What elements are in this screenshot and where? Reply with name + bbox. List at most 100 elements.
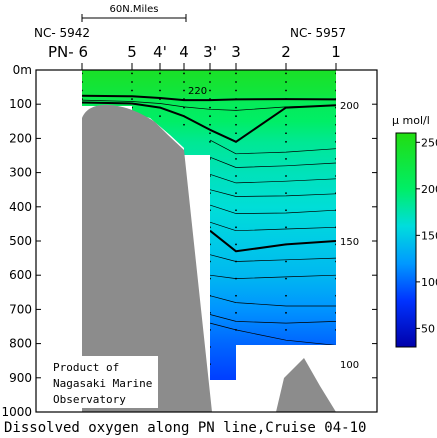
contour-line-13 (209, 314, 336, 324)
station-label-6: 2 (281, 43, 291, 61)
y-tick-label-7: 700 (9, 302, 32, 316)
producer-note-line-1: Product of (53, 361, 119, 374)
y-tick-label-2: 200 (9, 131, 32, 145)
sample-point (183, 106, 185, 109)
sample-point (235, 72, 237, 75)
producer-note-line-2: Nagasaki Marine (53, 377, 152, 390)
producer-note: Product of Nagasaki Marine Observatory (46, 356, 158, 408)
contour-line-14 (209, 322, 336, 346)
sample-point (335, 226, 336, 229)
sample-point (209, 89, 211, 92)
sample-point (159, 89, 161, 92)
sample-point (335, 81, 336, 83)
colorbar-tick-label-3: 200 (421, 183, 437, 196)
colorbar: μ mol/l 50 100 150 200 250 (392, 114, 437, 348)
station-label-7: 1 (331, 43, 341, 61)
sample-point (82, 72, 83, 75)
sample-point (335, 115, 336, 118)
contour-label-220: 220 (188, 86, 207, 97)
y-tick-label-5: 500 (9, 234, 32, 248)
sample-point (335, 294, 336, 297)
contour-line-10 (209, 254, 336, 262)
sample-point (235, 311, 237, 314)
y-tick-label-6: 600 (9, 268, 32, 282)
sample-point (183, 81, 185, 83)
sample-point (82, 98, 83, 100)
sample-point (235, 115, 237, 118)
chart-title: Dissolved oxygen along PN line,Cruise 04… (4, 420, 366, 436)
sample-point (335, 98, 336, 100)
sample-point (335, 106, 336, 109)
sample-point (285, 140, 287, 143)
sample-point (285, 277, 287, 280)
sample-point (335, 311, 336, 314)
sample-point (335, 209, 336, 212)
sample-point (235, 294, 237, 297)
sample-point (335, 158, 336, 160)
sample-point (235, 277, 237, 280)
sample-points (82, 72, 336, 400)
sample-point (335, 140, 336, 143)
contour-label-100: 100 (340, 360, 359, 371)
sample-point (235, 209, 237, 212)
contour-line-4 (209, 156, 336, 168)
station-axis: PN- 6 5 4' 4 3' 3 2 1 (48, 43, 341, 70)
producer-note-box (46, 356, 158, 408)
colorbar-tick-label-2: 150 (421, 229, 437, 242)
sample-point (335, 175, 336, 177)
contour-label-200: 200 (340, 101, 359, 112)
sample-point (235, 89, 237, 92)
sample-point (82, 81, 83, 83)
y-tick-label-1: 100 (9, 97, 32, 111)
sample-point (235, 158, 237, 160)
contour-labels: 220 200 150 100 (188, 86, 359, 371)
sample-point (285, 209, 287, 212)
sample-point (285, 89, 287, 92)
sample-point (285, 329, 287, 331)
sample-point (209, 115, 211, 118)
colorbar-tick-label-4: 250 (421, 136, 437, 149)
sample-point (335, 277, 336, 280)
contour-label-150: 150 (340, 237, 359, 248)
sample-point (235, 243, 237, 246)
contour-line-6 (209, 189, 336, 197)
colorbar-ticks: 50 100 150 200 250 (416, 136, 437, 335)
contour-line-8 (209, 221, 336, 232)
sample-point (209, 123, 211, 126)
sample-point (183, 72, 185, 75)
sample-point (285, 115, 287, 118)
sample-point (183, 89, 185, 92)
sample-point (235, 226, 237, 229)
sample-point (235, 260, 237, 263)
sample-point (235, 140, 237, 143)
sample-point (183, 123, 185, 126)
y-tick-label-9: 900 (9, 371, 32, 385)
sample-point (335, 329, 336, 331)
sample-point (209, 81, 211, 83)
producer-note-line-3: Observatory (53, 393, 126, 406)
sample-point (285, 72, 287, 75)
y-tick-label-10: 1000 (1, 405, 32, 419)
station-label-1: 5 (127, 43, 137, 61)
sample-point (183, 115, 185, 118)
sample-point (335, 132, 336, 135)
sample-point (285, 175, 287, 177)
y-tick-label-4: 400 (9, 200, 32, 214)
sample-point (285, 132, 287, 135)
sample-point (285, 311, 287, 314)
sample-point (285, 158, 287, 160)
sample-point (235, 132, 237, 135)
sample-point (285, 260, 287, 263)
seafloor-rise (276, 358, 336, 412)
y-axis: 0m 100 200 300 400 500 600 700 800 900 1000 (1, 63, 377, 419)
colorbar-unit: μ mol/l (392, 114, 430, 127)
contour-line-2 (82, 101, 336, 143)
contour-line-5 (209, 173, 336, 184)
sample-point (159, 98, 161, 100)
sample-point (335, 89, 336, 92)
contour-line-11 (209, 274, 336, 279)
sample-point (285, 106, 287, 109)
sample-point (235, 192, 237, 195)
y-tick-label-8: 800 (9, 337, 32, 351)
